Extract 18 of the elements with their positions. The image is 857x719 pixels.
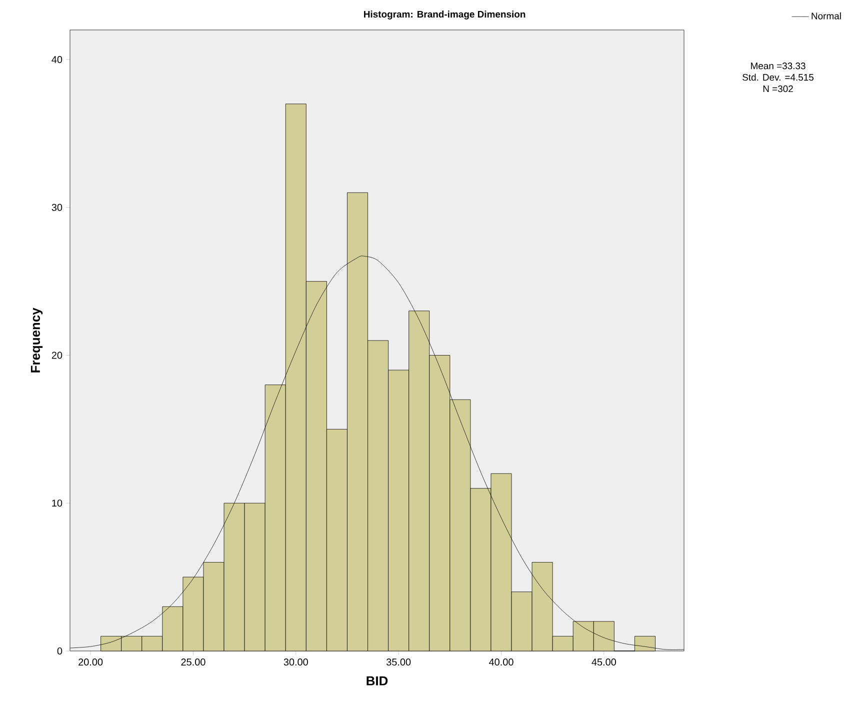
y-tick-label: 0 bbox=[57, 647, 62, 655]
x-tick-label: 35.00 bbox=[386, 658, 411, 666]
x-tick-label: 40.00 bbox=[489, 658, 514, 666]
y-tick-label: 30 bbox=[52, 204, 62, 211]
x-tick-label: 45.00 bbox=[592, 658, 616, 666]
x-tick-label: 20.00 bbox=[78, 658, 103, 666]
legend-label: Normal bbox=[812, 12, 841, 20]
x-axis-title: BID bbox=[366, 676, 388, 686]
text: Std. Dev. =4.515 bbox=[742, 74, 814, 81]
text: N =302 bbox=[763, 85, 793, 92]
y-tick-label: 40 bbox=[52, 56, 62, 64]
x-tick-label: 30.00 bbox=[284, 658, 308, 666]
chart-title: Histogram: Brand-image Dimension bbox=[364, 10, 526, 20]
text: Mean =33.33 bbox=[751, 62, 806, 70]
y-axis-title: Frequency bbox=[30, 308, 43, 372]
y-tick-label: 10 bbox=[52, 500, 62, 507]
x-tick-label: 25.00 bbox=[181, 658, 206, 666]
y-tick-label: 20 bbox=[52, 352, 62, 359]
